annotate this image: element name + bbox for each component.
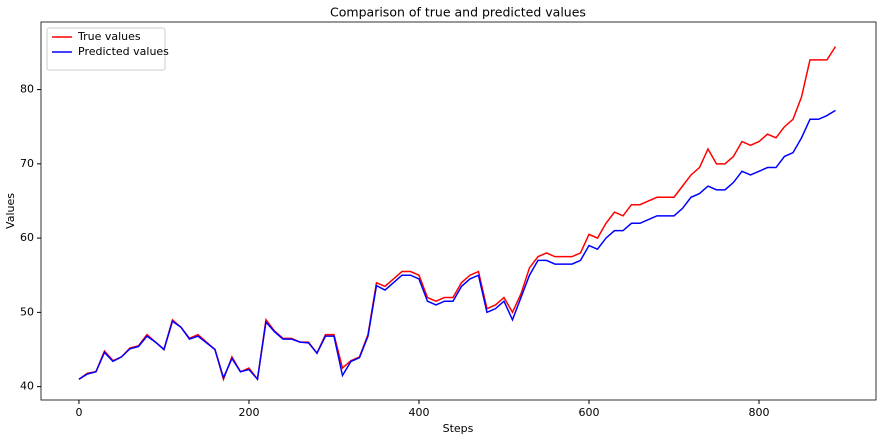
series-line: [78, 46, 837, 382]
legend-box: [46, 27, 166, 71]
x-axis-label: Steps: [443, 422, 474, 435]
legend-label: Predicted values: [78, 45, 169, 58]
series-line: [78, 109, 836, 381]
y-axis-label: Values: [4, 193, 17, 229]
x-tick-label: 400: [408, 406, 429, 419]
chart-title: Comparison of true and predicted values: [330, 5, 586, 20]
x-tick-label: 0: [75, 406, 82, 419]
y-tick-label: 50: [20, 305, 34, 318]
y-tick-label: 80: [20, 83, 34, 96]
x-tick-label: 600: [578, 406, 599, 419]
x-tick-label: 200: [238, 406, 259, 419]
plot-frame: [40, 21, 877, 401]
legend-label: True values: [77, 30, 141, 43]
y-tick-label: 40: [20, 380, 34, 393]
x-tick-label: 800: [748, 406, 769, 419]
y-tick-label: 70: [20, 157, 34, 170]
y-tick-label: 60: [20, 231, 34, 244]
